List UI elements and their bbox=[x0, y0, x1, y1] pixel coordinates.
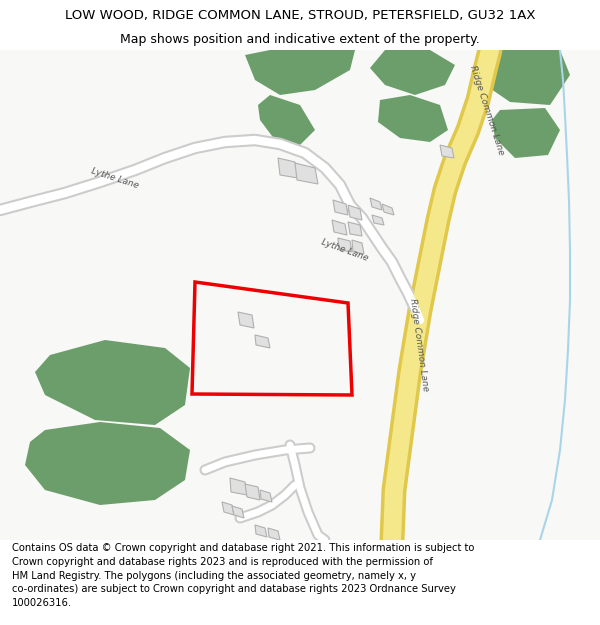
Polygon shape bbox=[238, 312, 254, 328]
Text: Contains OS data © Crown copyright and database right 2021. This information is : Contains OS data © Crown copyright and d… bbox=[12, 543, 475, 608]
Polygon shape bbox=[245, 50, 355, 95]
Text: Map shows position and indicative extent of the property.: Map shows position and indicative extent… bbox=[120, 34, 480, 46]
Polygon shape bbox=[440, 145, 454, 158]
Polygon shape bbox=[333, 200, 348, 215]
Text: Lythe Lane: Lythe Lane bbox=[90, 166, 140, 190]
Polygon shape bbox=[255, 335, 270, 348]
Polygon shape bbox=[370, 198, 382, 210]
Polygon shape bbox=[492, 108, 560, 158]
Polygon shape bbox=[372, 215, 384, 225]
Text: Ridge Common Lane: Ridge Common Lane bbox=[468, 64, 506, 156]
Polygon shape bbox=[352, 240, 364, 254]
Polygon shape bbox=[260, 490, 272, 502]
Polygon shape bbox=[230, 478, 247, 495]
Text: Lythe Lane: Lythe Lane bbox=[320, 238, 370, 262]
Polygon shape bbox=[378, 95, 448, 142]
Polygon shape bbox=[332, 220, 347, 235]
Polygon shape bbox=[222, 502, 234, 515]
Polygon shape bbox=[478, 50, 570, 105]
Polygon shape bbox=[382, 204, 394, 215]
Polygon shape bbox=[232, 506, 244, 518]
Text: Ridge Common Lane: Ridge Common Lane bbox=[408, 298, 430, 392]
Polygon shape bbox=[278, 158, 298, 178]
Polygon shape bbox=[370, 50, 455, 95]
Polygon shape bbox=[295, 163, 318, 184]
Polygon shape bbox=[258, 95, 315, 145]
Polygon shape bbox=[245, 484, 260, 500]
Polygon shape bbox=[35, 340, 190, 425]
Polygon shape bbox=[255, 525, 267, 537]
Polygon shape bbox=[348, 205, 362, 220]
Polygon shape bbox=[0, 50, 600, 540]
Polygon shape bbox=[25, 422, 190, 505]
Text: LOW WOOD, RIDGE COMMON LANE, STROUD, PETERSFIELD, GU32 1AX: LOW WOOD, RIDGE COMMON LANE, STROUD, PET… bbox=[65, 9, 535, 21]
Polygon shape bbox=[348, 222, 362, 236]
Polygon shape bbox=[338, 238, 352, 252]
Polygon shape bbox=[268, 528, 280, 540]
